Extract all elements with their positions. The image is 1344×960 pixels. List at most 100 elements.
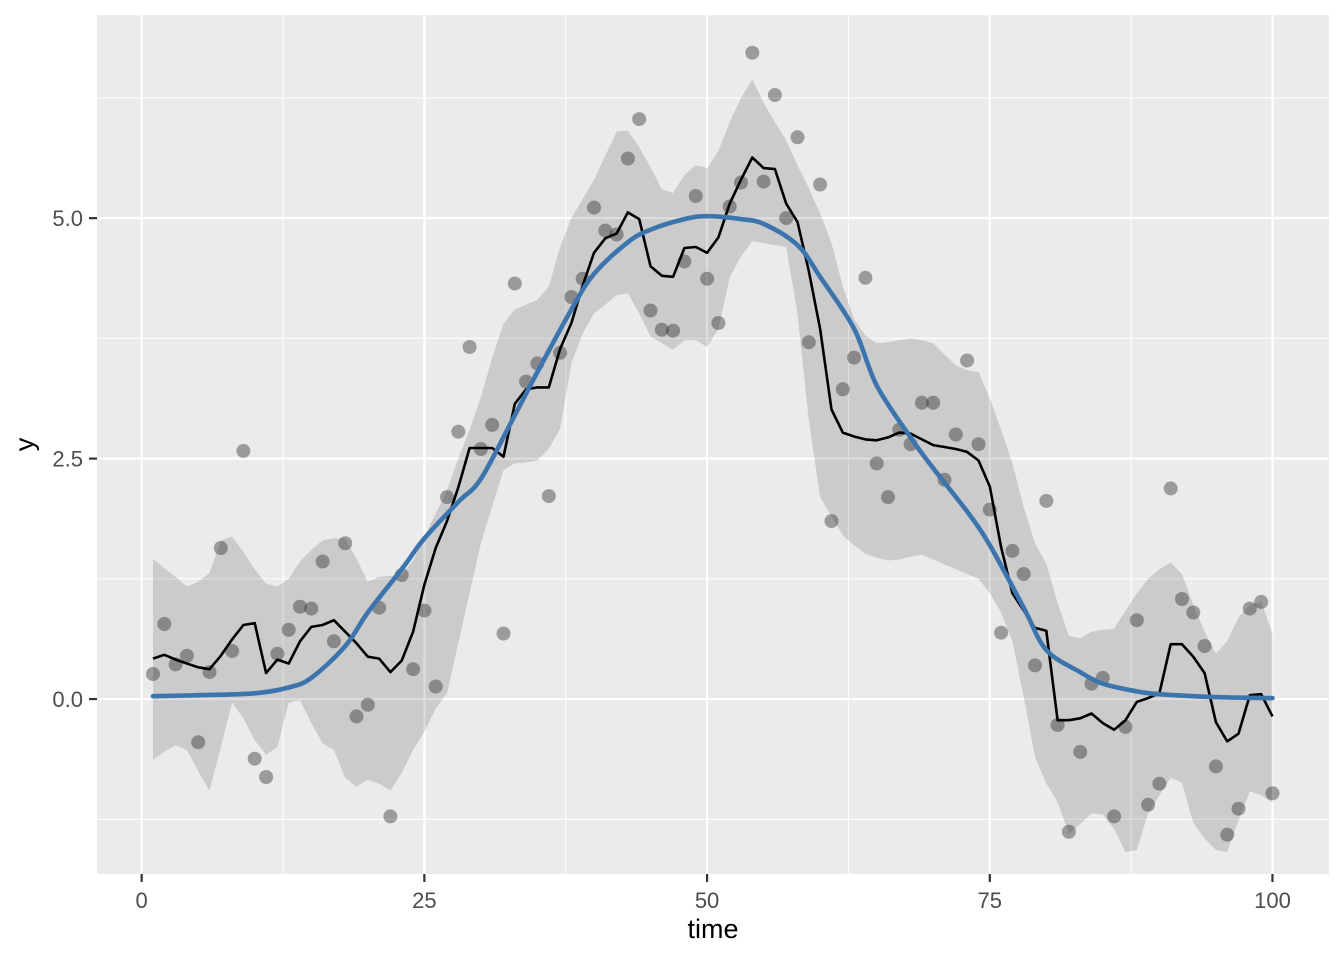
data-point (994, 625, 1009, 640)
data-point (1242, 601, 1257, 616)
data-point (881, 490, 895, 505)
data-point (440, 490, 454, 505)
data-point (1197, 639, 1212, 654)
data-point (157, 617, 172, 631)
data-point (1254, 594, 1269, 609)
y-axis-title-text: y (9, 437, 40, 452)
x-tick-label: 0 (136, 888, 148, 913)
data-point (779, 211, 794, 226)
data-point (1073, 744, 1088, 759)
data-point (247, 751, 262, 766)
data-point (349, 709, 364, 724)
data-point (1061, 824, 1076, 839)
data-point (270, 646, 285, 661)
y-tick-label: 5.0 (52, 206, 83, 231)
data-point (179, 648, 194, 663)
x-tick-label: 75 (978, 888, 1002, 913)
data-point (1186, 605, 1201, 620)
data-point (1220, 827, 1235, 842)
data-point (598, 223, 613, 238)
data-point (225, 644, 240, 658)
x-tick-label: 100 (1254, 888, 1291, 913)
data-point (666, 323, 681, 338)
data-point (745, 45, 760, 60)
data-point (304, 601, 319, 616)
axis-ticks: 0 25 50 75 100 0.0 2.5 5.0 (52, 206, 1290, 913)
data-point (462, 340, 477, 354)
x-tick-label: 25 (412, 888, 436, 913)
data-point (801, 335, 816, 350)
data-point (1208, 759, 1223, 774)
data-point (971, 437, 986, 452)
data-point (293, 599, 307, 614)
data-point (960, 353, 975, 368)
data-point (213, 541, 228, 555)
data-point (869, 456, 884, 471)
data-point (847, 350, 862, 365)
data-point (417, 603, 432, 618)
data-point (756, 174, 771, 189)
data-point (632, 112, 647, 127)
data-point (191, 735, 206, 750)
data-point (383, 809, 398, 824)
data-point (1028, 658, 1042, 673)
smooth-line (150, 213, 1275, 701)
data-point (1175, 592, 1189, 606)
data-point (643, 303, 658, 318)
y-tick-label: 2.5 (52, 447, 83, 472)
data-point (858, 270, 873, 285)
data-point (688, 189, 703, 203)
data-point (711, 316, 726, 330)
data-point (1039, 493, 1054, 508)
data-point (259, 770, 274, 784)
scatter-points (146, 45, 1280, 842)
confidence-ribbon (153, 79, 1273, 853)
data-point (507, 276, 522, 291)
data-point (281, 622, 296, 637)
data-point (146, 667, 160, 681)
data-point (1141, 797, 1156, 812)
data-point (1005, 543, 1020, 558)
data-point (541, 489, 556, 504)
data-line (152, 156, 1274, 743)
data-point (326, 634, 341, 649)
x-tick-label: 50 (695, 888, 719, 913)
data-point (1265, 786, 1280, 801)
grid-minor (97, 15, 1329, 874)
plot-panel (97, 15, 1329, 874)
data-point (587, 200, 601, 215)
data-point (1152, 776, 1167, 791)
data-point (428, 679, 443, 694)
data-point (620, 151, 635, 166)
data-point (315, 554, 330, 569)
data-point (406, 662, 421, 677)
data-point (496, 626, 511, 641)
data-point (1118, 719, 1133, 734)
data-point (1163, 481, 1178, 496)
data-point (451, 424, 466, 439)
data-point (485, 417, 500, 432)
data-point (1016, 567, 1031, 581)
grid-major (97, 15, 1329, 874)
data-point (767, 88, 782, 102)
data-point (835, 382, 850, 397)
data-point (236, 443, 251, 458)
y-axis-title: y (8, 15, 42, 874)
data-point (948, 427, 963, 442)
y-tick-label: 0.0 (52, 687, 83, 712)
x-axis-title: time (687, 913, 739, 944)
data-point (813, 177, 828, 192)
data-point (790, 130, 805, 145)
data-point (1231, 801, 1246, 816)
data-point (338, 536, 353, 551)
data-point (1107, 809, 1122, 824)
data-point (926, 395, 941, 410)
data-point (914, 395, 929, 410)
data-point (700, 271, 715, 286)
data-point (654, 322, 669, 337)
data-point (1129, 613, 1144, 628)
data-point (824, 514, 839, 529)
data-point (360, 697, 375, 712)
